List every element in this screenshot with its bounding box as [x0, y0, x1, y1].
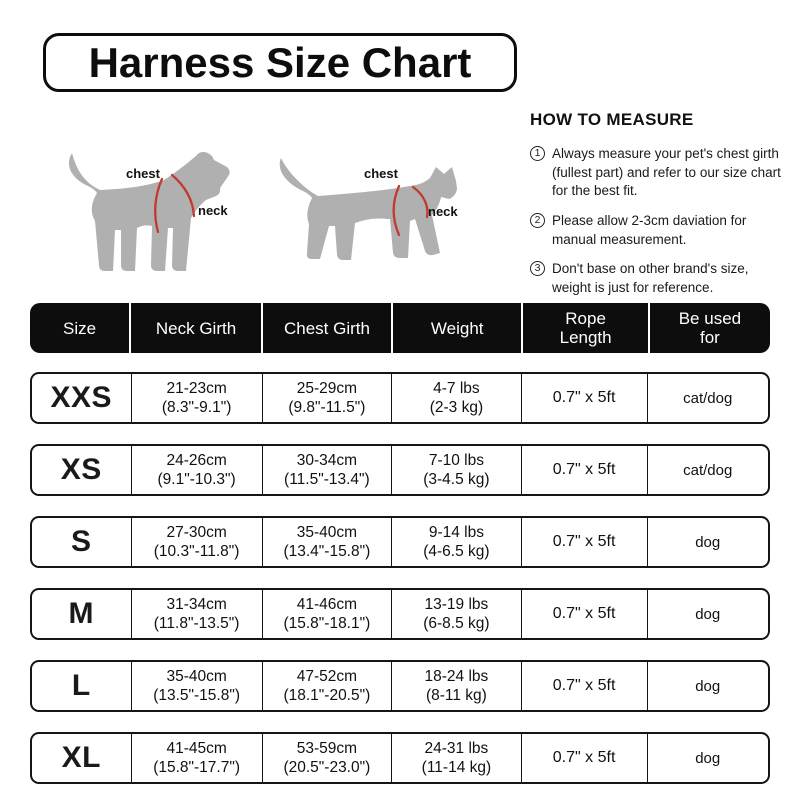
rope-length-cell: 0.7" x 5ft: [520, 734, 647, 782]
column-header-weight: Weight: [391, 303, 521, 353]
weight-cell: 13-19 lbs (6-8.5 kg): [391, 590, 521, 638]
size-table: Size Neck Girth Chest Girth Weight Rope …: [30, 303, 770, 800]
size-cell: M: [68, 597, 95, 630]
dog-neck-measure-line: [170, 173, 196, 218]
chest-girth-cell: 53-59cm (20.5"-23.0"): [261, 734, 392, 782]
rope-length-cell: 0.7" x 5ft: [520, 374, 647, 422]
weight-cell: 24-31 lbs (11-14 kg): [391, 734, 521, 782]
neck-girth-cell: 24-26cm (9.1"-10.3"): [130, 446, 262, 494]
cat-neck-label: neck: [428, 204, 458, 219]
column-header-neck-girth: Neck Girth: [129, 303, 261, 353]
cat-chest-label: chest: [364, 166, 398, 181]
dog-illustration: chest neck: [50, 118, 290, 298]
weight-cell: 9-14 lbs (4-6.5 kg): [391, 518, 521, 566]
list-item: 2 Please allow 2-3cm daviation for manua…: [530, 212, 788, 249]
table-row-xxs: XXS 21-23cm (8.3"-9.1") 25-29cm (9.8"-11.5…: [30, 372, 770, 424]
used-for-cell: dog: [646, 518, 768, 566]
instruction-text: Don't base on other brand's size, weight…: [552, 261, 749, 295]
neck-girth-cell: 35-40cm (13.5"-15.8"): [130, 662, 262, 710]
size-cell: XXS: [50, 381, 113, 414]
chest-girth-cell: 25-29cm (9.8"-11.5"): [261, 374, 392, 422]
size-cell: L: [71, 669, 91, 702]
title-box: Harness Size Chart: [43, 33, 517, 92]
instruction-text: Please allow 2-3cm daviation for manual …: [552, 212, 747, 247]
dog-neck-label: neck: [198, 203, 228, 218]
used-for-cell: cat/dog: [646, 446, 768, 494]
rope-length-cell: 0.7" x 5ft: [520, 446, 647, 494]
cat-illustration: chest neck: [278, 118, 528, 298]
how-to-measure-section: HOW TO MEASURE 1 Always measure your pet…: [530, 110, 788, 308]
size-cell: XS: [60, 453, 102, 486]
rope-length-cell: 0.7" x 5ft: [520, 518, 647, 566]
size-cell: XL: [61, 741, 101, 774]
table-row-s: S 27-30cm (10.3"-11.8") 35-40cm (13.4"-15.…: [30, 516, 770, 568]
circled-1-icon: 1: [530, 146, 545, 161]
column-header-size: Size: [63, 318, 97, 338]
chest-girth-cell: 30-34cm (11.5"-13.4"): [261, 446, 392, 494]
size-cell: S: [71, 525, 92, 558]
used-for-cell: cat/dog: [646, 374, 768, 422]
rope-length-cell: 0.7" x 5ft: [520, 590, 647, 638]
table-row-xl: XL 41-45cm (15.8"-17.7") 53-59cm (20.5"-23…: [30, 732, 770, 784]
dog-chest-label: chest: [126, 166, 160, 181]
column-header-be-used-for: Be used for: [647, 303, 770, 353]
page-title: Harness Size Chart: [88, 38, 472, 86]
cat-neck-measure-line: [411, 185, 429, 219]
used-for-cell: dog: [646, 590, 768, 638]
column-header-chest-girth: Chest Girth: [260, 303, 391, 353]
neck-girth-cell: 21-23cm (8.3"-9.1"): [130, 374, 262, 422]
used-for-cell: dog: [646, 662, 768, 710]
table-row-xs: XS 24-26cm (9.1"-10.3") 30-34cm (11.5"-13.…: [30, 444, 770, 496]
instruction-text: Always measure your pet's chest girth (f…: [552, 146, 781, 199]
used-for-cell: dog: [646, 734, 768, 782]
how-to-measure-heading: HOW TO MEASURE: [530, 110, 694, 129]
table-row-m: M 31-34cm (11.8"-13.5") 41-46cm (15.8"-18.…: [30, 588, 770, 640]
circled-2-icon: 2: [530, 212, 545, 228]
dog-silhouette-icon: [68, 152, 230, 271]
neck-girth-cell: 31-34cm (11.8"-13.5"): [130, 590, 262, 638]
chest-girth-cell: 41-46cm (15.8"-18.1"): [261, 590, 392, 638]
neck-girth-cell: 41-45cm (15.8"-17.7"): [130, 734, 262, 782]
weight-cell: 4-7 lbs (2-3 kg): [391, 374, 521, 422]
rope-length-cell: 0.7" x 5ft: [520, 662, 647, 710]
weight-cell: 7-10 lbs (3-4.5 kg): [391, 446, 521, 494]
weight-cell: 18-24 lbs (8-11 kg): [391, 662, 521, 710]
circled-3-icon: 3: [530, 261, 545, 277]
table-row-l: L 35-40cm (13.5"-15.8") 47-52cm (18.1"-20.…: [30, 660, 770, 712]
dog-chest-measure-line: [154, 177, 164, 234]
neck-girth-cell: 27-30cm (10.3"-11.8"): [130, 518, 262, 566]
table-header-row: Size Neck Girth Chest Girth Weight Rope …: [30, 303, 770, 353]
list-item: 1 Always measure your pet's chest girth …: [530, 145, 788, 201]
cat-silhouette-icon: [279, 158, 457, 260]
column-header-rope-length: Rope Length: [521, 303, 648, 353]
chest-girth-cell: 35-40cm (13.4"-15.8"): [261, 518, 392, 566]
cat-chest-measure-line: [392, 184, 401, 237]
list-item: 3 Don't base on other brand's size, weig…: [530, 260, 788, 297]
chest-girth-cell: 47-52cm (18.1"-20.5"): [261, 662, 392, 710]
